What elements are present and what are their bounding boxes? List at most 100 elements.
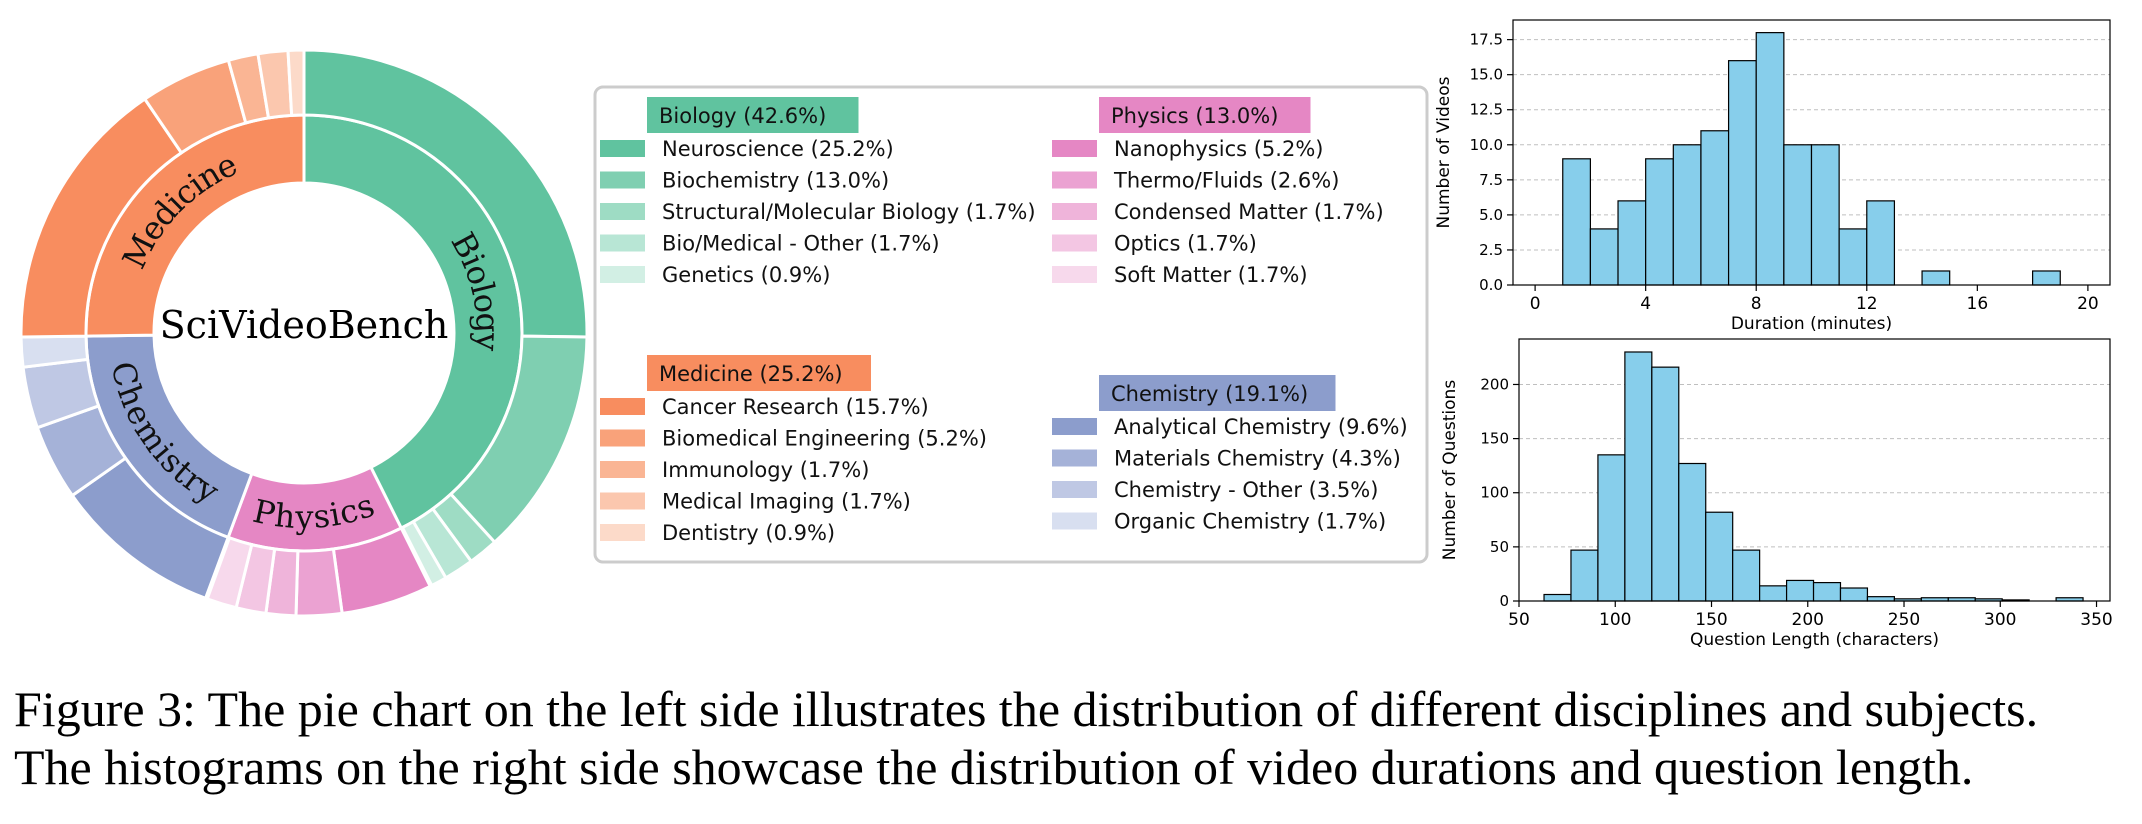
- histogram-bar: [1624, 351, 1653, 602]
- y-tick-label: 150: [1480, 430, 1509, 448]
- x-tick-label: 8: [1751, 294, 1762, 314]
- histogram-bar: [1645, 158, 1674, 286]
- legend-swatch-analytical-chemistry: [1052, 418, 1097, 435]
- legend-swatch-nanophysics: [1052, 140, 1097, 157]
- legend-entry-bio-medical-other: Bio/Medical - Other (1.7%): [662, 232, 940, 256]
- legend-swatch-structural-molecular-biology: [600, 203, 645, 220]
- legend-header-chemistry: Chemistry (19.1%): [1111, 382, 1308, 406]
- x-tick-label: 200: [1792, 610, 1824, 630]
- legend-entry-structural-molecular-biology: Structural/Molecular Biology (1.7%): [662, 200, 1036, 224]
- histogram-bar: [1727, 60, 1757, 286]
- histogram-bar: [1543, 593, 1572, 602]
- legend-entry-immunology: Immunology (1.7%): [662, 458, 869, 482]
- histogram-bar: [1562, 158, 1591, 286]
- caption-line-1: Figure 3: The pie chart on the left side…: [14, 681, 2039, 737]
- sunburst-center-label: SciVideoBench: [160, 303, 449, 347]
- histogram-bar: [1589, 228, 1619, 286]
- legend-entry-biomedical-engineering: Biomedical Engineering (5.2%): [662, 427, 987, 451]
- legend-swatch-cancer-research: [600, 398, 645, 415]
- legend-entry-cancer-research: Cancer Research (15.7%): [662, 395, 929, 419]
- legend-swatch-soft-matter: [1052, 266, 1097, 283]
- legend-entry-dentistry: Dentistry (0.9%): [662, 521, 835, 545]
- legend-header-bg-medicine: [647, 355, 871, 391]
- histogram-bar: [1570, 549, 1599, 602]
- legend-swatch-medical-imaging: [600, 492, 645, 510]
- duration-histogram: 0.0 2.5 5.0 7.5 10.0 12.5 15.0 17.5 0 4 8 12 16 20 Dur…: [1434, 19, 2111, 334]
- legend-entry-chemistry-other: Chemistry - Other (3.5%): [1114, 478, 1378, 502]
- legend-swatch-optics: [1052, 234, 1097, 252]
- legend-header-medicine: Medicine (25.2%): [659, 362, 843, 386]
- histogram-bar: [1921, 270, 1951, 286]
- y-tick-label: 2.5: [1479, 241, 1503, 259]
- y-tick-label: 17.5: [1470, 31, 1503, 49]
- histogram-bar: [1700, 130, 1730, 286]
- x-tick-label: 350: [2080, 610, 2112, 630]
- legend-entry-organic-chemistry: Organic Chemistry (1.7%): [1114, 510, 1386, 534]
- y-tick-label: 7.5: [1479, 171, 1503, 189]
- legend-header-bg-physics: [1099, 97, 1311, 133]
- legend-entry-thermo-fluids: Thermo/Fluids (2.6%): [1113, 169, 1339, 193]
- plot-frame: [1518, 338, 2111, 602]
- legend-swatch-biomedical-engineering: [600, 429, 645, 447]
- legend-swatch-chemistry-other: [1052, 481, 1097, 498]
- x-tick-label: 16: [1967, 294, 1989, 314]
- histogram-bar: [1866, 200, 1896, 286]
- histogram-bar: [1597, 454, 1626, 602]
- y-tick-label: 15.0: [1470, 66, 1503, 84]
- y-tick-label: 0.0: [1479, 276, 1503, 294]
- y-axis-label: Number of Questions: [1440, 380, 1460, 561]
- legend-swatch-organic-chemistry: [1052, 512, 1097, 530]
- legend-entry-medical-imaging: Medical Imaging (1.7%): [662, 490, 911, 514]
- y-tick-label: 5.0: [1479, 206, 1503, 224]
- histogram-bar: [1755, 32, 1785, 286]
- legend-entry-genetics: Genetics (0.9%): [662, 263, 830, 287]
- histogram-bar: [1783, 144, 1813, 286]
- sunburst-outer-thermo-fluids: [294, 547, 344, 618]
- legend-header-bg-chemistry: [1099, 375, 1336, 411]
- histogram-bar: [1672, 144, 1702, 286]
- histogram-bar: [1705, 511, 1734, 602]
- legend-swatch-bio-medical-other: [600, 234, 645, 252]
- legend-swatch-thermo-fluids: [1052, 171, 1097, 189]
- x-tick-label: 50: [1508, 610, 1530, 630]
- x-axis-label: Question Length (characters): [1690, 630, 1939, 650]
- legend-entry-optics: Optics (1.7%): [1114, 232, 1257, 256]
- y-tick-label: 100: [1480, 484, 1509, 502]
- histogram-bar: [1759, 585, 1788, 602]
- y-axis-label: Number of Videos: [1434, 76, 1454, 228]
- legend-swatch-genetics: [600, 266, 645, 283]
- legend-swatch-neuroscience: [600, 140, 645, 157]
- sunburst-outer-dentistry: [286, 48, 306, 117]
- histogram-bar: [1617, 200, 1647, 286]
- histogram-bar: [1785, 579, 1815, 602]
- x-tick-label: 150: [1695, 610, 1727, 630]
- sunburst-legend: Biology (42.6%) Neuroscience (25.2%) Bioch…: [593, 85, 1429, 564]
- histogram-bar: [1866, 596, 1895, 602]
- legend-swatch-materials-chemistry: [1052, 449, 1097, 467]
- x-axis-label: Duration (minutes): [1731, 314, 1892, 334]
- y-tick-label: 200: [1480, 375, 1509, 393]
- y-tick-label: 10.0: [1470, 136, 1503, 154]
- legend-entry-neuroscience: Neuroscience (25.2%): [662, 137, 894, 161]
- legend-entry-soft-matter: Soft Matter (1.7%): [1114, 263, 1308, 287]
- histogram-bar: [1810, 144, 1840, 286]
- legend-swatch-biochemistry: [600, 171, 645, 189]
- histogram-bar: [1838, 228, 1868, 286]
- y-tick-label: 12.5: [1470, 101, 1503, 119]
- legend-header-biology: Biology (42.6%): [659, 104, 826, 128]
- histogram-bar: [1839, 587, 1869, 602]
- legend-header-physics: Physics (13.0%): [1111, 104, 1278, 128]
- legend-entry-nanophysics: Nanophysics (5.2%): [1114, 137, 1323, 161]
- legend-entry-condensed-matter: Condensed Matter (1.7%): [1114, 200, 1384, 224]
- figure-caption: Figure 3: The pie chart on the left side…: [14, 680, 2134, 796]
- legend-entry-biochemistry: Biochemistry (13.0%): [662, 169, 889, 193]
- histogram-bar: [1732, 549, 1761, 602]
- legend-swatch-condensed-matter: [1052, 203, 1097, 220]
- x-tick-label: 12: [1856, 294, 1878, 314]
- histogram-bar: [1678, 462, 1707, 602]
- histogram-bar: [1812, 581, 1842, 602]
- legend-swatch-dentistry: [600, 524, 645, 541]
